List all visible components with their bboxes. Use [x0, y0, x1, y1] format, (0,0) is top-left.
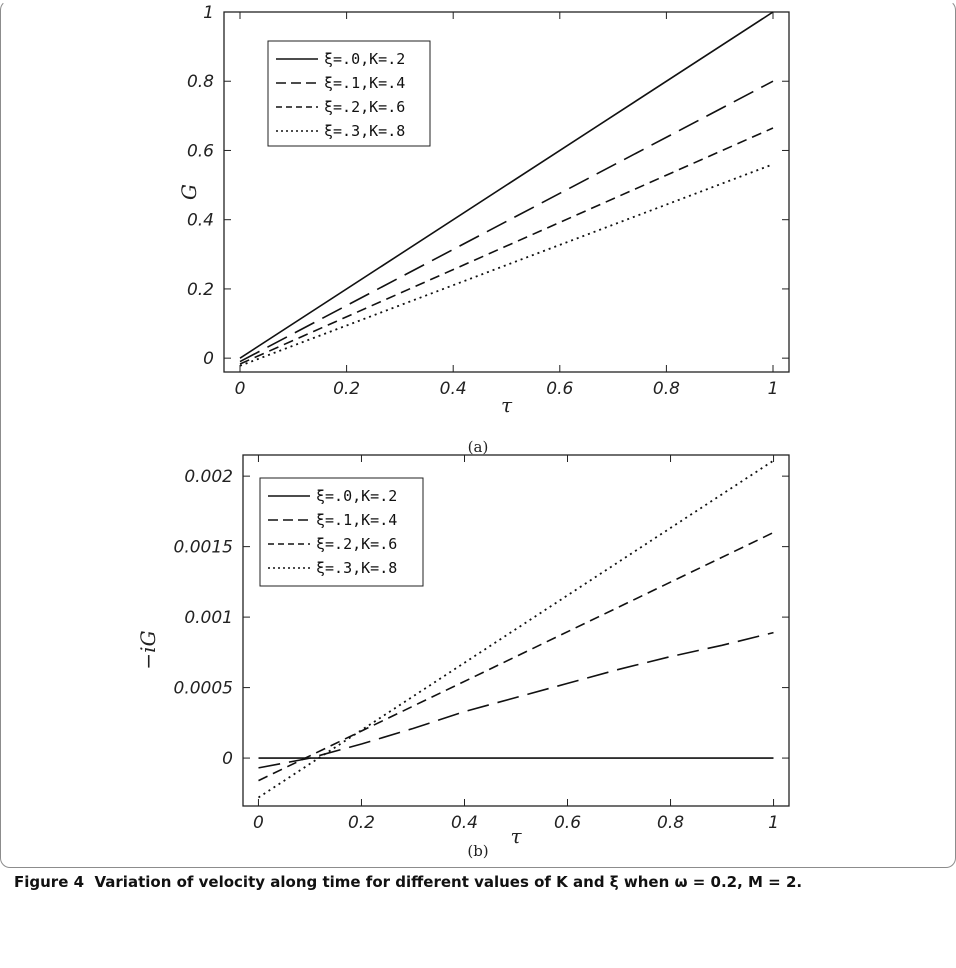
legend-label-2: ξ=.1,K=.4 — [316, 511, 397, 529]
series-line-2 — [258, 631, 774, 769]
series-line-4 — [258, 459, 774, 799]
legend-label-2: ξ=.1,K=.4 — [324, 74, 405, 92]
x-tick-label: 0.8 — [657, 813, 684, 833]
y-tick-label: 0.8 — [187, 72, 214, 92]
y-tick-label: 1 — [203, 3, 214, 23]
x-tick-label: 0 — [253, 813, 264, 833]
legend-label-3: ξ=.2,K=.6 — [324, 98, 405, 116]
x-tick-label: 0.2 — [333, 379, 360, 399]
y-tick-label: 0.001 — [184, 608, 233, 628]
x-tick-label: 0.4 — [440, 379, 467, 399]
legend-label-4: ξ=.3,K=.8 — [316, 559, 397, 577]
x-tick-label: 0.6 — [546, 379, 573, 399]
series-line-2 — [239, 80, 774, 363]
legend-label-4: ξ=.3,K=.8 — [324, 122, 405, 140]
x-axis-label: τ — [501, 393, 513, 417]
chart-2: 0 0.2 0.4 0.6 0.8 1 0 0.0005 0.001 0.0015 0.002 τ −i… — [136, 454, 790, 860]
legend-label-1: ξ=.0,K=.2 — [324, 50, 405, 68]
y-tick-label: 0.0015 — [174, 538, 233, 558]
y-axis-label: −iG — [136, 630, 160, 669]
y-axis-label: G — [177, 184, 201, 200]
figure-plots: 0 0.2 0.4 0.6 0.8 1 0 0.2 0.4 0.6 0.8 1 τ G (a) ξ=.0,K=… — [136, 3, 790, 860]
subfigure-label: (a) — [468, 438, 489, 456]
caption-text: Variation of velocity along time for dif… — [94, 873, 803, 891]
x-tick-label: 0 — [235, 379, 246, 399]
y-tick-label: 0.0005 — [174, 679, 233, 699]
caption-label: Figure 4 — [14, 873, 85, 891]
x-axis-label: τ — [510, 824, 522, 848]
y-tick-label: 0.2 — [187, 280, 214, 300]
x-tick-label: 1 — [768, 813, 779, 833]
chart-1: 0 0.2 0.4 0.6 0.8 1 0 0.2 0.4 0.6 0.8 1 τ G (a) ξ=.0,K=… — [177, 3, 790, 456]
x-tick-label: 0.4 — [451, 813, 478, 833]
y-tick-label: 0.6 — [187, 141, 214, 161]
x-tick-label: 0.2 — [348, 813, 375, 833]
y-tick-label: 0.4 — [187, 211, 214, 231]
x-tick-label: 1 — [768, 379, 779, 399]
subfigure-label: (b) — [467, 842, 488, 860]
series-line-1 — [239, 11, 774, 359]
plot-frame — [242, 454, 790, 807]
legend-label-3: ξ=.2,K=.6 — [316, 535, 397, 553]
x-tick-label: 0.8 — [653, 379, 680, 399]
y-tick-label: 0 — [222, 749, 233, 769]
series-line-4 — [239, 163, 774, 367]
figure-caption: Figure 4 Variation of velocity along tim… — [14, 873, 802, 891]
y-tick-label: 0.002 — [184, 467, 233, 487]
y-tick-label: 0 — [203, 349, 214, 369]
x-tick-label: 0.6 — [554, 813, 581, 833]
plot-frame — [223, 11, 790, 373]
legend-label-1: ξ=.0,K=.2 — [316, 487, 397, 505]
series-line-3 — [239, 127, 774, 365]
